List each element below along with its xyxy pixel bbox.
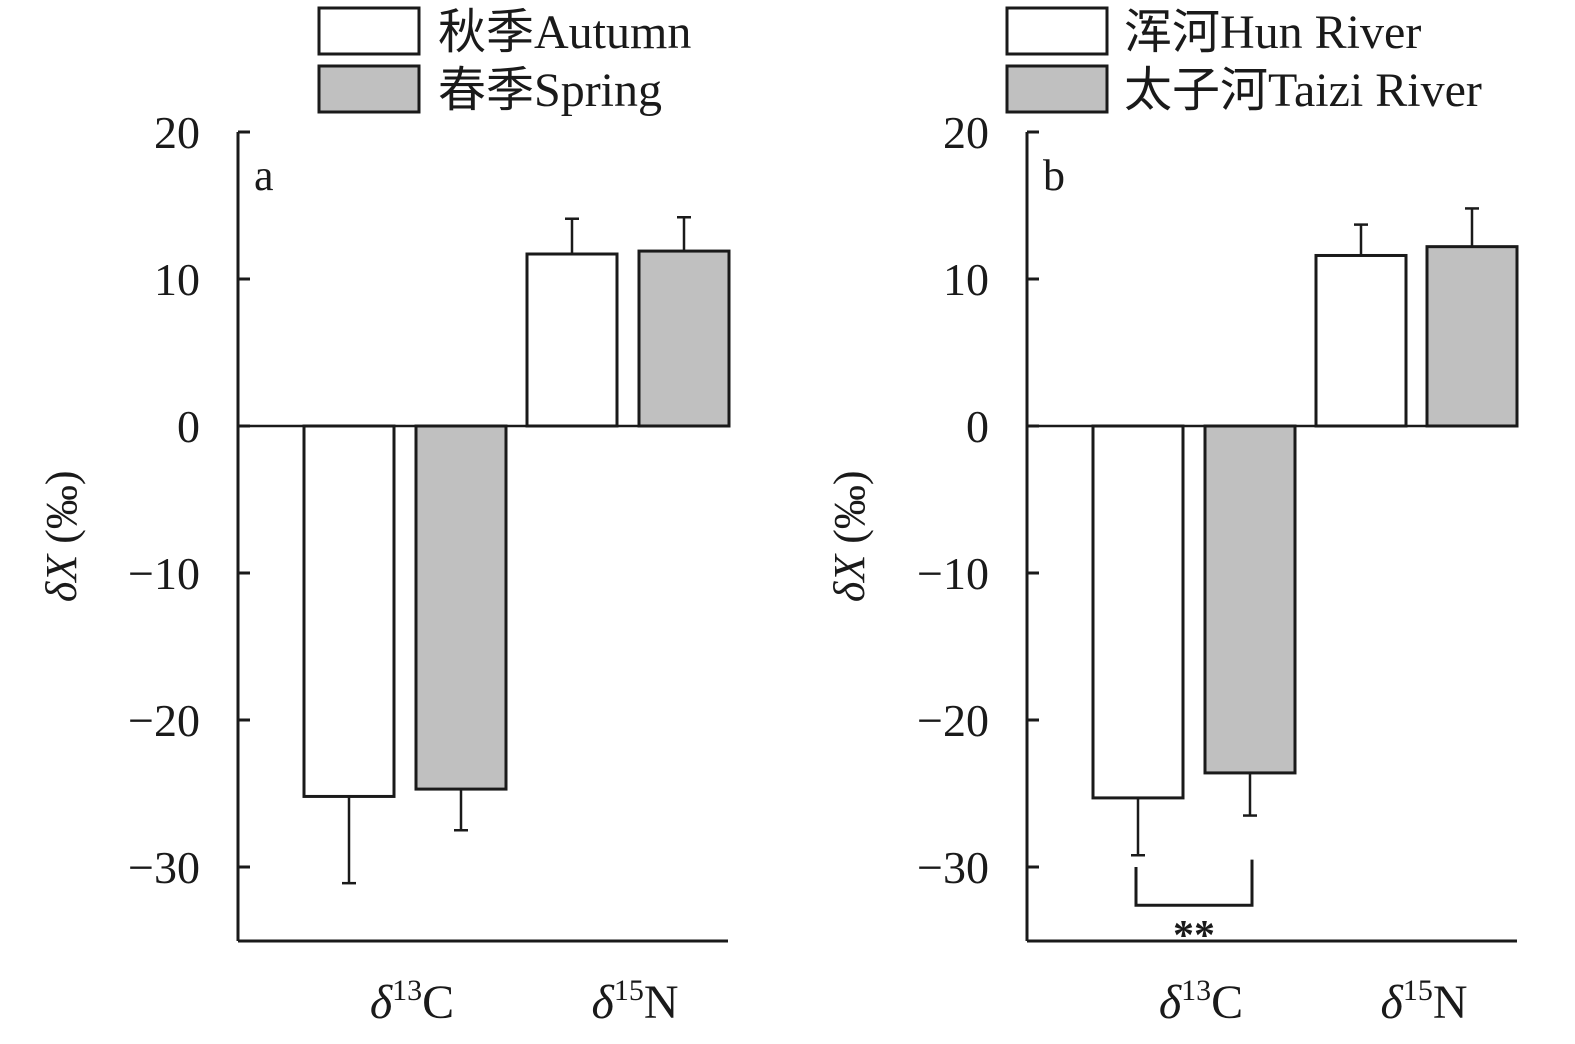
category-superscript: 15 bbox=[1403, 974, 1433, 1007]
y-tick-label: 10 bbox=[154, 254, 200, 305]
y-tick-label: −10 bbox=[917, 548, 989, 599]
category-superscript: 13 bbox=[1181, 974, 1211, 1007]
bar-series1-1 bbox=[525, 252, 619, 428]
legend-label: 秋季Autumn bbox=[438, 6, 691, 59]
bar-series2-1 bbox=[637, 249, 731, 428]
significance-bracket bbox=[1134, 859, 1254, 907]
y-tick-label: −20 bbox=[128, 695, 200, 746]
category-delta: δ bbox=[1381, 976, 1404, 1029]
y-tick-label: 0 bbox=[966, 401, 989, 452]
y-tick-label: −30 bbox=[917, 842, 989, 893]
y-axis-label-unit: (‰) bbox=[37, 470, 86, 554]
bar-series1-1 bbox=[1314, 253, 1408, 428]
category-superscript: 13 bbox=[392, 974, 422, 1007]
y-axis-label: δX (‰) bbox=[37, 470, 86, 602]
bar-series1-0 bbox=[1091, 424, 1185, 800]
y-tick-label: 20 bbox=[154, 107, 200, 158]
y-tick-label: −20 bbox=[917, 695, 989, 746]
category-element: C bbox=[1211, 976, 1243, 1029]
y-tick-label: 0 bbox=[177, 401, 200, 452]
x-category-label: δ15N bbox=[1381, 974, 1468, 1029]
legend-swatch bbox=[1005, 64, 1109, 114]
y-tick-label: 20 bbox=[943, 107, 989, 158]
y-tick-label: 10 bbox=[943, 254, 989, 305]
bar-series2-0 bbox=[1203, 424, 1297, 775]
bar-series2-0 bbox=[414, 424, 508, 791]
y-axis-label-symbol: δX bbox=[37, 553, 86, 602]
bar-series1-0 bbox=[302, 424, 396, 798]
bar-series2-1 bbox=[1425, 245, 1519, 428]
panel-label: a bbox=[254, 151, 274, 200]
y-tick-label: −30 bbox=[128, 842, 200, 893]
legend-swatch bbox=[317, 6, 421, 56]
category-superscript: 15 bbox=[614, 974, 644, 1007]
significance-label: ** bbox=[1173, 913, 1215, 959]
legend-label: 春季Spring bbox=[438, 64, 662, 117]
category-element: N bbox=[644, 976, 679, 1029]
category-delta: δ bbox=[592, 976, 615, 1029]
y-axis-label: δX (‰) bbox=[825, 470, 874, 602]
legend-label: 浑河Hun River bbox=[1124, 6, 1421, 59]
category-delta: δ bbox=[1159, 976, 1182, 1029]
y-axis-label-unit: (‰) bbox=[825, 470, 874, 554]
x-category-label: δ13C bbox=[1159, 974, 1243, 1029]
panel-label: b bbox=[1043, 151, 1065, 200]
category-element: N bbox=[1433, 976, 1468, 1029]
y-tick-label: −10 bbox=[128, 548, 200, 599]
legend-label: 太子河Taizi River bbox=[1124, 64, 1482, 117]
legend-swatch bbox=[1005, 6, 1109, 56]
x-category-label: δ15N bbox=[592, 974, 679, 1029]
x-category-label: δ13C bbox=[370, 974, 454, 1029]
legend-swatch bbox=[317, 64, 421, 114]
y-axis-label-symbol: δX bbox=[825, 553, 874, 602]
category-delta: δ bbox=[370, 976, 393, 1029]
category-element: C bbox=[422, 976, 454, 1029]
